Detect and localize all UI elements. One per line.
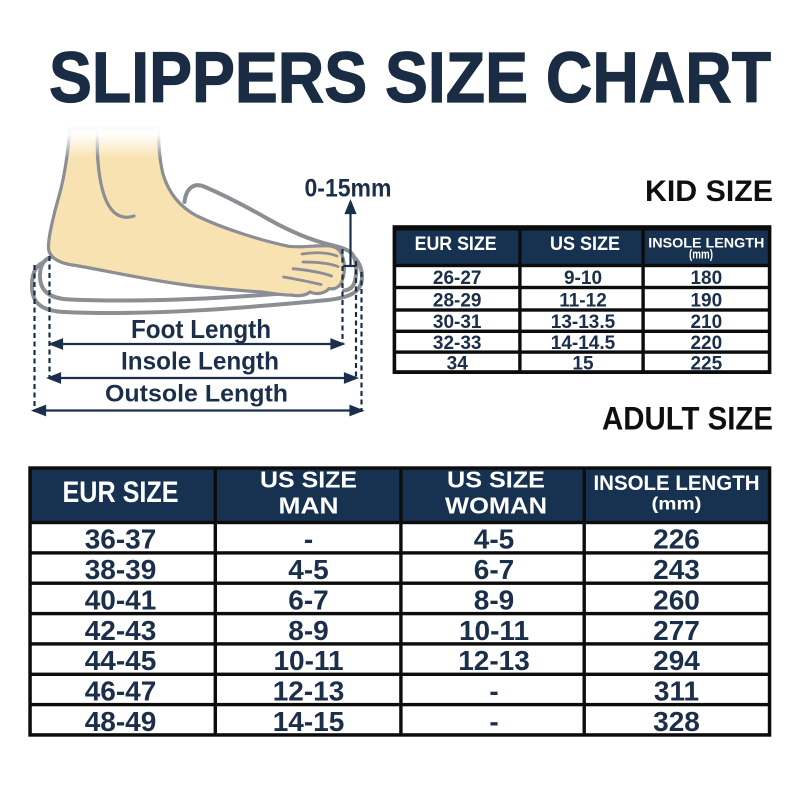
svg-text:260: 260 [653, 584, 700, 615]
svg-text:EUR SIZE: EUR SIZE [63, 476, 179, 509]
svg-text:Insole Length: Insole Length [121, 348, 279, 376]
svg-text:4-5: 4-5 [288, 554, 328, 585]
svg-text:12-13: 12-13 [273, 675, 345, 706]
svg-text:10-11: 10-11 [459, 615, 529, 646]
svg-text:-: - [304, 524, 313, 555]
svg-text:12-13: 12-13 [458, 645, 530, 676]
svg-text:-: - [489, 675, 498, 706]
svg-text:277: 277 [653, 615, 700, 646]
svg-text:KID SIZE: KID SIZE [645, 175, 773, 208]
svg-text:26-27: 26-27 [433, 268, 482, 289]
svg-text:0-15mm: 0-15mm [305, 175, 392, 203]
svg-text:294: 294 [653, 645, 700, 676]
svg-text:Foot Length: Foot Length [131, 316, 271, 344]
svg-text:-: - [489, 706, 498, 737]
svg-text:8-9: 8-9 [288, 615, 328, 646]
svg-text:INSOLE LENGTH: INSOLE LENGTH [594, 472, 760, 495]
svg-text:8-9: 8-9 [474, 584, 514, 615]
svg-text:10-11: 10-11 [273, 645, 343, 676]
svg-text:46-47: 46-47 [85, 675, 157, 706]
svg-text:38-39: 38-39 [85, 554, 157, 585]
svg-text:220: 220 [690, 333, 722, 354]
svg-text:6-7: 6-7 [288, 584, 328, 615]
svg-text:180: 180 [690, 268, 722, 289]
svg-text:EUR SIZE: EUR SIZE [415, 234, 497, 255]
svg-text:311: 311 [654, 675, 699, 706]
svg-text:243: 243 [653, 554, 700, 585]
svg-text:(mm): (mm) [689, 248, 713, 262]
svg-text:(mm): (mm) [652, 493, 702, 513]
svg-text:14-15: 14-15 [273, 706, 345, 737]
svg-text:11-12: 11-12 [559, 290, 607, 311]
svg-text:INSOLE LENGTH: INSOLE LENGTH [648, 235, 764, 251]
svg-text:Outsole Length: Outsole Length [105, 381, 288, 408]
svg-text:225: 225 [690, 354, 722, 375]
svg-text:ADULT SIZE: ADULT SIZE [602, 401, 773, 437]
svg-text:30-31: 30-31 [433, 312, 482, 333]
svg-text:9-10: 9-10 [564, 268, 602, 289]
svg-text:15: 15 [572, 354, 594, 375]
svg-text:14-14.5: 14-14.5 [551, 333, 616, 354]
svg-text:190: 190 [690, 290, 722, 311]
svg-text:42-43: 42-43 [85, 615, 157, 646]
svg-text:36-37: 36-37 [85, 524, 157, 555]
svg-text:WOMAN: WOMAN [445, 492, 547, 518]
svg-text:226: 226 [653, 524, 700, 555]
svg-text:48-49: 48-49 [85, 706, 157, 737]
svg-text:328: 328 [653, 706, 700, 737]
svg-text:6-7: 6-7 [474, 554, 514, 585]
svg-text:US SIZE: US SIZE [447, 466, 545, 492]
svg-text:US SIZE: US SIZE [260, 466, 357, 492]
svg-text:US SIZE: US SIZE [550, 234, 620, 255]
svg-text:4-5: 4-5 [474, 524, 514, 555]
svg-text:34: 34 [447, 354, 469, 375]
svg-text:44-45: 44-45 [85, 645, 157, 676]
svg-text:13-13.5: 13-13.5 [551, 312, 616, 333]
svg-text:210: 210 [690, 312, 722, 333]
svg-text:SLIPPERS SIZE CHART: SLIPPERS SIZE CHART [49, 39, 771, 118]
svg-text:32-33: 32-33 [433, 333, 482, 354]
svg-text:MAN: MAN [279, 492, 339, 518]
svg-text:28-29: 28-29 [433, 290, 482, 311]
svg-text:40-41: 40-41 [85, 584, 157, 615]
